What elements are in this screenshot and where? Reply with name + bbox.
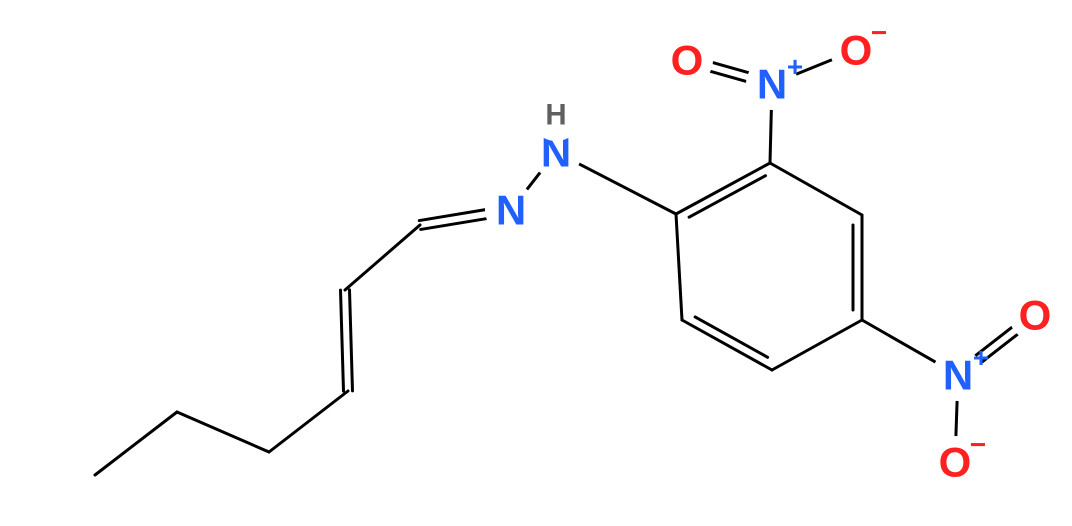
atom-label-O2: O — [840, 27, 873, 74]
atom-charge-O2: − — [871, 17, 887, 48]
atom-label-Hn: H — [545, 99, 566, 132]
atom-label-N3: N — [757, 61, 787, 108]
atom-label-N1: N — [496, 187, 526, 234]
atom-label-N4: N — [943, 352, 973, 399]
molecule-diagram: NNHN+OO−N+OO− — [0, 0, 1072, 526]
atom-label-O1: O — [671, 37, 704, 84]
atom-label-O4: O — [939, 439, 972, 486]
atom-charge-N4: + — [973, 342, 989, 373]
atom-charge-N3: + — [787, 51, 803, 82]
atom-charge-O4: − — [970, 429, 986, 460]
atom-label-O3: O — [1019, 292, 1052, 339]
